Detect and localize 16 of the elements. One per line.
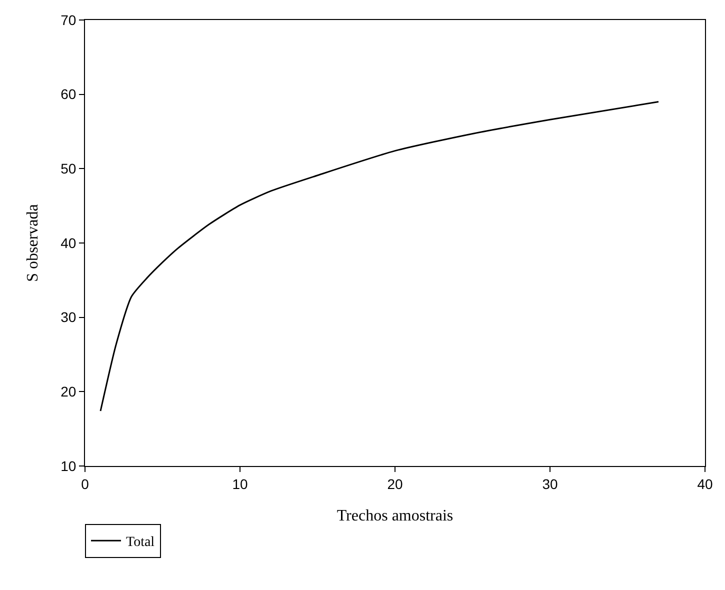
- legend-label: Total: [126, 535, 155, 550]
- x-tick-label: 10: [232, 476, 248, 492]
- y-tick-label: 60: [60, 86, 76, 102]
- x-tick-label: 30: [542, 476, 558, 492]
- y-tick-label: 70: [60, 12, 76, 28]
- y-tick-label: 40: [60, 234, 76, 251]
- y-tick-label: 30: [60, 309, 76, 326]
- y-tick-label: 10: [60, 458, 76, 474]
- y-tick-label: 20: [60, 384, 76, 400]
- x-tick-label: 20: [387, 476, 403, 492]
- line-series: [100, 101, 660, 412]
- x-tick-label: 40: [697, 476, 713, 492]
- x-tick-label: 0: [81, 476, 90, 492]
- y-axis-title: S observada: [24, 204, 42, 282]
- y-tick-label: 50: [60, 160, 76, 177]
- x-axis-title: Trechos amostrais: [336, 508, 454, 524]
